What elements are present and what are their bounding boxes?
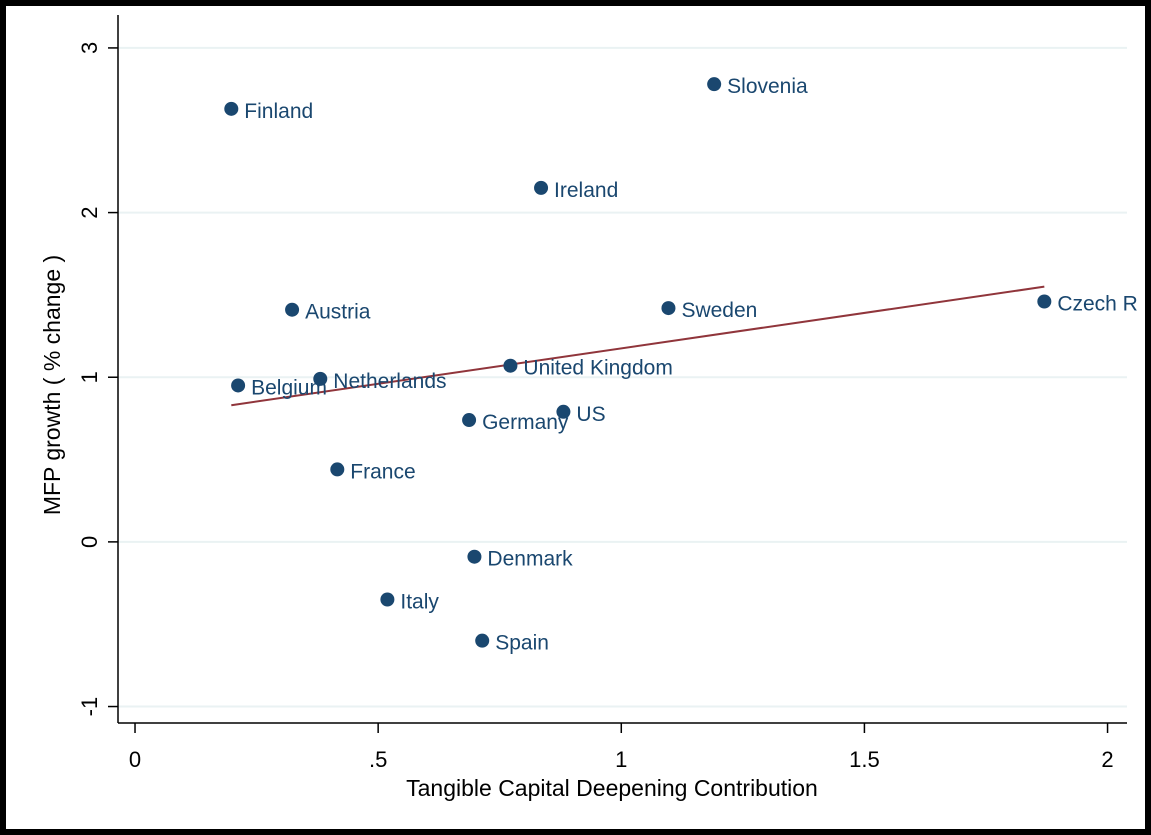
y-tick-label: -1 <box>77 697 102 717</box>
x-tick-label: 1 <box>615 747 627 772</box>
point-label: Italy <box>400 591 439 614</box>
point-label: US <box>576 403 605 426</box>
point-label: Slovenia <box>727 75 808 98</box>
x-tick-label: .5 <box>369 747 387 772</box>
point-label: Belgium <box>251 376 327 399</box>
point-label: Finland <box>244 100 313 123</box>
point <box>1037 294 1052 309</box>
x-tick-label: 2 <box>1101 747 1113 772</box>
point <box>313 371 328 386</box>
point-label: Netherlands <box>333 370 446 393</box>
point <box>475 633 490 648</box>
x-tick-label: 0 <box>129 747 141 772</box>
point-label: Austria <box>305 301 371 324</box>
y-tick-label: 0 <box>77 536 102 548</box>
point <box>503 358 518 373</box>
point-label: Spain <box>495 632 549 655</box>
point <box>534 180 549 195</box>
point <box>467 549 482 564</box>
y-tick-label: 2 <box>77 206 102 218</box>
point-label: Ireland <box>554 179 618 202</box>
point-label: Germany <box>482 411 569 434</box>
y-axis-title: MFP growth ( % change ) <box>39 255 65 515</box>
point <box>224 101 239 116</box>
point-label: Czech R <box>1057 292 1138 315</box>
point <box>661 301 676 316</box>
fit-line <box>231 285 1045 407</box>
point-label: United Kingdom <box>523 357 672 380</box>
point-label: Denmark <box>487 548 573 571</box>
point-label: Sweden <box>681 299 757 322</box>
point <box>556 404 571 419</box>
point <box>231 378 246 393</box>
x-tick-label: 1.5 <box>849 747 880 772</box>
y-tick-label: 1 <box>77 371 102 383</box>
point <box>285 302 300 317</box>
point-label: France <box>350 460 415 483</box>
point <box>380 592 395 607</box>
point <box>330 462 345 477</box>
point <box>707 77 722 92</box>
x-axis-title: Tangible Capital Deepening Contribution <box>406 775 818 801</box>
point <box>462 413 477 428</box>
y-tick-label: 3 <box>77 42 102 54</box>
